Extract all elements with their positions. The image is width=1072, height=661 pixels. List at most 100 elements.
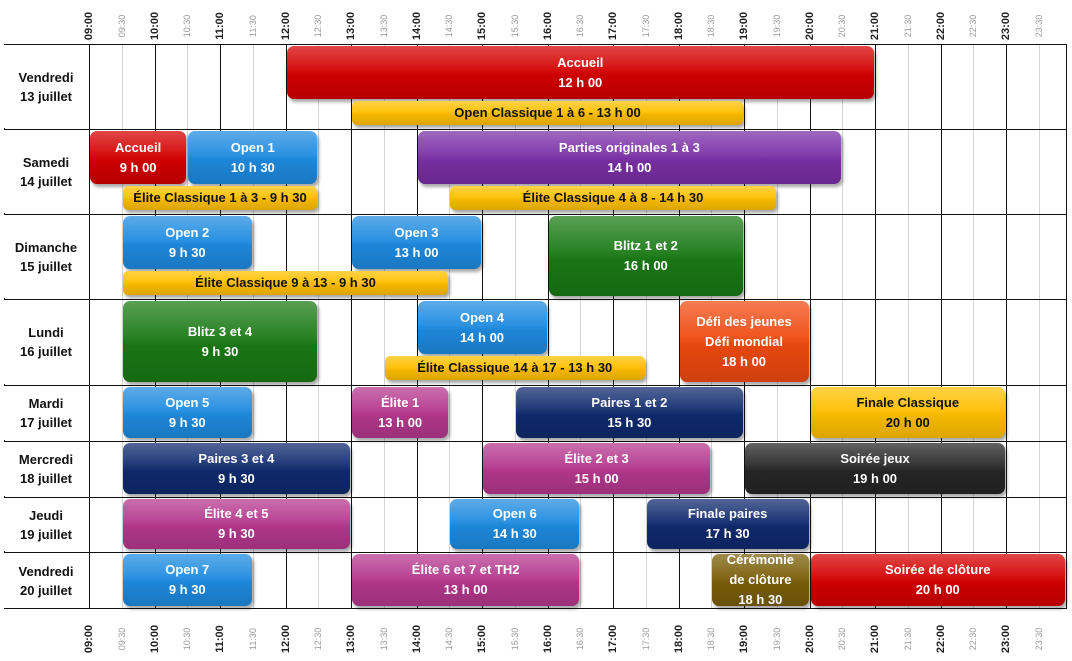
grid-line-vertical: [122, 44, 123, 609]
time-axis-top-hour-label: 19:00: [738, 11, 750, 41]
event-block: Élite 4 et 5 9 h 30: [122, 499, 350, 549]
time-axis-top-hour-label: 15:00: [476, 11, 488, 41]
day-name: Jeudi: [29, 507, 63, 523]
grid-line-vertical: [875, 44, 876, 609]
day-date: 13 juillet: [19, 88, 73, 104]
time-axis-bottom-hour-label: 23:00: [1000, 624, 1012, 654]
row-separator: [4, 441, 1067, 442]
event-time: 18 h 00: [721, 353, 767, 369]
day-label: Dimanche 15 juillet: [4, 215, 88, 298]
day-date: 19 juillet: [19, 526, 73, 542]
event-title: Accueil: [557, 54, 604, 70]
event-title: Paires 3 et 4: [198, 450, 275, 466]
time-axis-bottom-half-label: 12:30: [313, 627, 324, 651]
grid-line-vertical: [580, 44, 581, 609]
event-title: Open 6: [492, 506, 537, 521]
time-axis-bottom-half-label: 16:30: [575, 627, 586, 651]
grid-line-vertical: [908, 44, 909, 609]
time-axis-top-half-label: 09:30: [116, 14, 127, 38]
time-axis-top-half-label: 19:30: [771, 14, 782, 38]
event-block: Soirée jeux 19 h 00: [745, 443, 1005, 494]
day-name: Vendredi: [18, 563, 74, 579]
time-axis-top-hour-label: 09:00: [83, 11, 95, 41]
time-axis-bottom-hour-label: 21:00: [869, 624, 881, 654]
time-axis-top-half-label: 15:30: [509, 14, 520, 38]
event-title: Élite Classique 4 à 8 - 14 h 30: [522, 190, 704, 205]
time-axis-top-half-label: 18:30: [706, 14, 717, 38]
row-separator: [4, 552, 1067, 553]
event-block: Élite 6 et 7 et TH2 13 h 00: [352, 554, 580, 606]
time-axis-top-half-label: 20:30: [837, 14, 848, 38]
time-axis-bottom-half-label: 13:30: [378, 627, 389, 651]
event-time: 13 h 00: [378, 414, 423, 430]
time-axis-bottom-half-label: 20:30: [837, 627, 848, 651]
time-axis-top-half-label: 16:30: [575, 14, 586, 38]
time-axis-bottom-half-label: 14:30: [444, 627, 455, 651]
day-label: Lundi 16 juillet: [4, 300, 88, 384]
event-time: 9 h 30: [201, 343, 239, 359]
grid-line-vertical: [810, 44, 811, 609]
row-separator: [4, 299, 1067, 300]
event-time: 9 h 00: [119, 159, 157, 175]
event-time: 14 h 00: [459, 329, 505, 345]
event-block: Défi des jeunes Défi mondial 18 h 00: [679, 301, 809, 382]
event-block: Soirée de clôture 20 h 00: [810, 554, 1065, 606]
day-date: 16 juillet: [19, 344, 73, 359]
time-axis-bottom-half-label: 09:30: [116, 627, 127, 651]
event-block: Élite 2 et 3 15 h 00: [483, 443, 711, 494]
event-time: 17 h 30: [705, 526, 750, 541]
grid-line-vertical: [89, 44, 90, 609]
event-block: Blitz 1 et 2 16 h 00: [548, 216, 743, 296]
day-label: Vendredi 13 juillet: [4, 45, 88, 128]
time-axis-top-half-label: 17:30: [640, 14, 651, 38]
event-title: Élite 1: [380, 394, 420, 410]
event-title: Élite Classique 14 à 17 - 13 h 30: [417, 360, 613, 375]
event-time: 19 h 00: [852, 470, 898, 486]
event-block: Accueil 9 h 00: [90, 131, 187, 184]
event-block: Élite Classique 4 à 8 - 14 h 30: [450, 186, 776, 210]
day-date: 20 juillet: [19, 582, 73, 598]
event-title: Blitz 3 et 4: [187, 323, 253, 339]
time-axis-bottom-hour-label: 15:00: [476, 624, 488, 654]
event-block: Open 2 9 h 30: [122, 216, 252, 269]
event-time: 9 h 30: [168, 244, 206, 260]
time-axis-top-hour-label: 22:00: [934, 11, 947, 41]
grid-line-vertical: [384, 44, 385, 609]
event-title: Open Classique 1 à 6 - 13 h 00: [454, 105, 641, 120]
time-axis-bottom-hour-label: 10:00: [148, 624, 161, 654]
grid-line-vertical: [1006, 44, 1007, 609]
time-axis-top-hour-label: 18:00: [672, 11, 685, 41]
event-block: Finale paires 17 h 30: [646, 499, 809, 549]
time-axis-top-half-label: 14:30: [444, 14, 455, 38]
time-axis-top-half-label: 21:30: [902, 14, 913, 38]
event-time: 13 h 00: [394, 244, 439, 260]
event-time: 15 h 00: [574, 470, 619, 486]
day-name: Dimanche: [14, 239, 78, 255]
event-block: Blitz 3 et 4 9 h 30: [122, 301, 318, 382]
time-axis-bottom-hour-label: 14:00: [410, 624, 423, 654]
event-time: 9 h 30: [217, 470, 255, 486]
time-axis-top-half-label: 10:30: [182, 14, 193, 38]
event-block: Open 5 9 h 30: [122, 387, 252, 438]
event-block: Élite 1 13 h 00: [352, 387, 449, 438]
event-title: de clôture: [729, 572, 792, 587]
time-axis-bottom-hour-label: 13:00: [345, 624, 357, 654]
day-label: Mardi 17 juillet: [4, 386, 88, 440]
time-axis-bottom-hour-label: 12:00: [279, 624, 292, 654]
event-title: Défi des jeunes: [696, 313, 792, 329]
row-separator: [4, 385, 1067, 386]
event-title: Paires 1 et 2: [591, 394, 668, 410]
event-time: 10 h 30: [230, 159, 275, 175]
time-axis-bottom-half-label: 15:30: [509, 627, 520, 651]
time-axis-bottom-hour-label: 20:00: [803, 624, 816, 654]
event-title: Élite 4 et 5: [204, 506, 269, 521]
event-title: Open 7: [165, 562, 210, 577]
time-axis-top-hour-label: 13:00: [345, 11, 357, 41]
event-title: Défi mondial: [704, 333, 783, 349]
grid-line-vertical: [941, 44, 942, 609]
event-block: Paires 1 et 2 15 h 30: [515, 387, 743, 438]
day-name: Lundi: [28, 325, 64, 340]
event-title: Open 1: [230, 139, 275, 155]
event-block: Élite Classique 9 à 13 - 9 h 30: [122, 271, 449, 295]
